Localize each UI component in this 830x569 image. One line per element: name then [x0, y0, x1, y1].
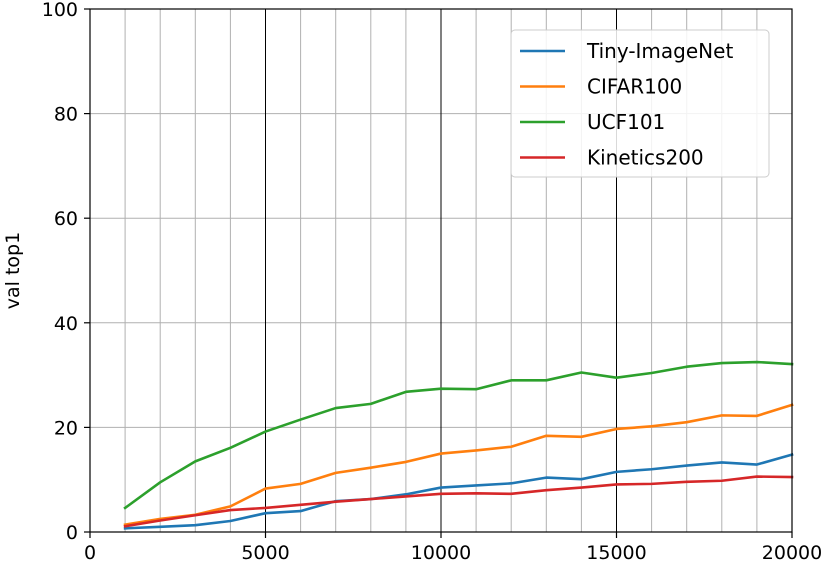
x-tick-label: 20000 [762, 542, 822, 564]
x-tick-label: 15000 [586, 542, 646, 564]
y-tick-label: 20 [54, 417, 78, 439]
series-lines [123, 360, 794, 530]
legend-label-kinetics200: Kinetics200 [587, 146, 704, 170]
legend: Tiny-ImageNet CIFAR100 UCF101 Kinetics200 [510, 29, 770, 178]
x-tick-label: 5000 [241, 542, 289, 564]
series-line-tiny-imagenet [123, 452, 794, 530]
series-line-cifar100 [123, 403, 794, 527]
legend-label-cifar100: CIFAR100 [587, 75, 682, 99]
axis-ticks: 0 5000 10000 15000 20000 0 20 40 60 80 100 [42, 0, 822, 564]
legend-box [510, 29, 770, 178]
y-tick-label: 40 [54, 313, 78, 335]
y-tick-label: 0 [66, 522, 78, 544]
y-tick-label: 60 [54, 208, 78, 230]
legend-label-tiny-imagenet: Tiny-ImageNet [586, 39, 733, 63]
y-tick-label: 100 [42, 0, 78, 21]
y-tick-label: 80 [54, 104, 78, 126]
x-tick-label: 10000 [411, 542, 471, 564]
legend-label-ucf101: UCF101 [587, 110, 665, 134]
x-tick-label: 0 [84, 542, 96, 564]
series-line-ucf101 [123, 360, 794, 510]
series-line-kinetics200 [123, 475, 794, 528]
y-axis-label: val top1 [2, 232, 24, 309]
